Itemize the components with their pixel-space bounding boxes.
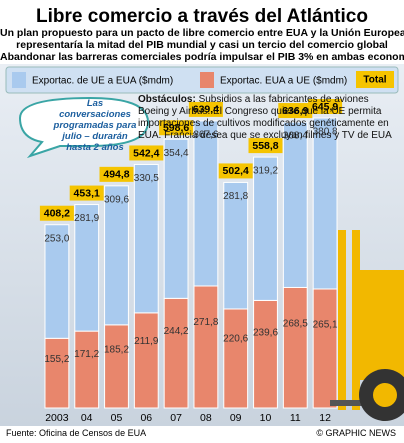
total-label-box (248, 138, 283, 154)
x-tick-label: 09 (230, 412, 242, 424)
total-label-box (39, 205, 74, 221)
value-label: 354,4 (164, 148, 189, 159)
total-label: 542,4 (133, 147, 159, 159)
bar-segment (312, 117, 338, 290)
callout-bubble (18, 96, 150, 159)
x-tick-label: 04 (81, 412, 93, 424)
bar-segment (104, 324, 129, 409)
x-tick-label: 11 (290, 412, 301, 424)
bar-segment (253, 299, 278, 409)
credit: © GRAPHIC NEWS (316, 428, 396, 438)
x-tick-label: 07 (170, 412, 182, 424)
source: Fuente: Oficina de Censos de EUA (6, 428, 147, 438)
value-label: 220,6 (223, 333, 248, 344)
bar-segment (163, 297, 189, 409)
bar-segment (223, 181, 249, 310)
total-label-box (69, 185, 104, 201)
total-label: 502,4 (223, 165, 249, 177)
bar-segment (163, 138, 189, 299)
total-label: 636,9 (282, 105, 308, 117)
subtitle-line: representaría la mitad del PIB mundial y… (16, 39, 388, 51)
legend-swatch (12, 72, 26, 88)
annotation-text: Subsidios a las fabricantes de aviones B… (138, 94, 392, 141)
value-label: 271,8 (193, 317, 218, 328)
total-label-box (99, 166, 134, 182)
total-label: 494,8 (103, 169, 129, 181)
x-tick-label: 10 (260, 412, 272, 424)
annotation-label: Obstáculos: (138, 94, 196, 105)
x-tick-label: 2003 (45, 412, 69, 424)
total-label: 598,6 (163, 122, 189, 134)
value-label: 211,9 (134, 336, 159, 347)
value-label: 309,6 (104, 194, 129, 205)
bar-segment (44, 337, 70, 409)
bar-segment (282, 286, 308, 409)
bar-segment (133, 163, 159, 314)
value-label: 281,8 (223, 191, 248, 202)
bar-segment (253, 156, 278, 301)
total-label-box (218, 163, 253, 179)
x-tick-label: 05 (111, 412, 123, 424)
value-label: 185,2 (104, 344, 129, 355)
legend-label: Exportac. EUA a UE ($mdm) (220, 76, 347, 87)
total-label-box (278, 103, 313, 119)
value-label: 281,9 (74, 213, 99, 224)
legend-swatch (356, 71, 394, 88)
forklift-illustration (330, 230, 404, 421)
subtitle-line: Un plan propuesto para un pacto de libre… (0, 27, 404, 39)
value-label: 319,2 (253, 166, 278, 177)
bar-segment (312, 288, 338, 409)
bar-segment (44, 224, 70, 339)
value-label: 244,2 (164, 326, 189, 337)
x-tick-label: 12 (319, 412, 331, 424)
subtitle-line: Abandonar las barreras comerciales podrí… (0, 51, 404, 63)
total-label: 408,2 (44, 208, 70, 220)
total-label: 453,1 (74, 187, 100, 199)
bar-segment (133, 312, 159, 409)
chart-title: Libre comercio a través del Atlántico (36, 6, 368, 27)
x-tick-label: 08 (200, 412, 212, 424)
value-label: 368,4 (283, 131, 308, 142)
value-label: 171,2 (74, 349, 99, 360)
x-tick-label: 06 (140, 412, 152, 424)
total-label: 639,4 (193, 104, 219, 116)
bar-segment (282, 121, 308, 288)
total-label-box (129, 145, 164, 161)
legend-label: Total (363, 75, 386, 86)
bar-segment (193, 285, 219, 409)
total-label-box (159, 120, 194, 136)
value-label: 155,2 (44, 354, 69, 365)
value-label: 367,6 (193, 130, 218, 141)
total-label-box (308, 99, 343, 114)
value-label: 268,5 (283, 318, 308, 329)
bar-segment (74, 204, 100, 332)
bar-segment (193, 120, 219, 287)
total-label: 558,8 (252, 140, 278, 152)
value-label: 253,0 (44, 233, 69, 244)
total-label: 645,9 (312, 101, 338, 113)
annotation: Obstáculos: Subsidios a las fabricantes … (138, 94, 400, 142)
value-label: 239,6 (253, 327, 278, 338)
total-label-box (188, 101, 223, 117)
bar-segment (223, 308, 249, 409)
value-label: 330,5 (134, 173, 159, 184)
legend-label: Exportac. de UE a EUA ($mdm) (32, 76, 173, 87)
bar-segment (74, 330, 100, 409)
bar-segment (104, 185, 129, 326)
callout-text: Las conversaciones programadas para juli… (53, 98, 137, 153)
value-label: 265,1 (313, 319, 338, 330)
legend-swatch (200, 72, 214, 88)
value-label: 380,8 (313, 127, 338, 138)
